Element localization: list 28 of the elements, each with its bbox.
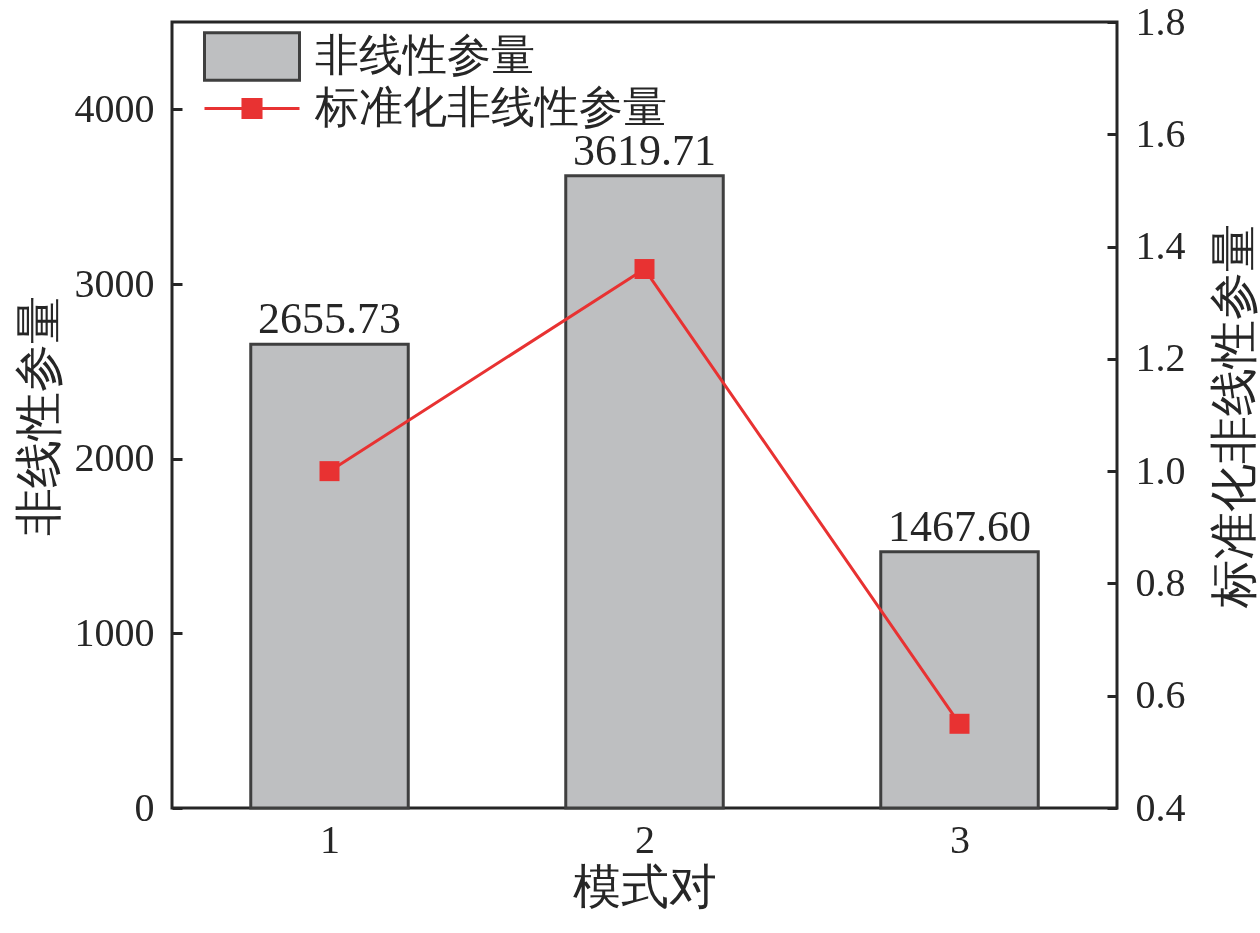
- y2-axis-title: 标准化非线性参量: [1206, 223, 1260, 609]
- y2-tick-label: 1.2: [1135, 335, 1186, 381]
- x-tick-label: 1: [320, 816, 340, 862]
- point: [634, 259, 655, 280]
- y2-tick-label: 1.4: [1135, 223, 1186, 269]
- bar: [879, 550, 1040, 810]
- point: [319, 461, 340, 482]
- y2-tick-label: 0.8: [1135, 559, 1186, 605]
- y-tick-label: 1000: [74, 609, 155, 655]
- y2-tick-label: 0.6: [1135, 672, 1186, 718]
- point: [949, 713, 970, 734]
- y-tick-label: 0: [134, 784, 155, 830]
- y2-tick-label: 1.0: [1135, 447, 1186, 493]
- x-tick-label: 2: [635, 816, 655, 862]
- bar: [564, 174, 725, 810]
- y2-tick-label: 1.8: [1135, 0, 1186, 44]
- legend-label: 非线性参量: [315, 30, 535, 80]
- y2-tick-label: 0.4: [1135, 784, 1186, 830]
- x-tick-label: 3: [950, 816, 970, 862]
- bar: [249, 342, 410, 810]
- y-tick-label: 4000: [74, 85, 155, 131]
- y2-tick-label: 1.6: [1135, 110, 1186, 156]
- data-label: 2655.73: [258, 294, 401, 344]
- y-axis-title: 非线性参量: [11, 295, 65, 536]
- y-tick-label: 2000: [74, 435, 155, 481]
- x-axis-title: 模式对: [573, 859, 717, 913]
- data-label: 1467.60: [888, 501, 1031, 551]
- y-tick-label: 3000: [74, 260, 155, 306]
